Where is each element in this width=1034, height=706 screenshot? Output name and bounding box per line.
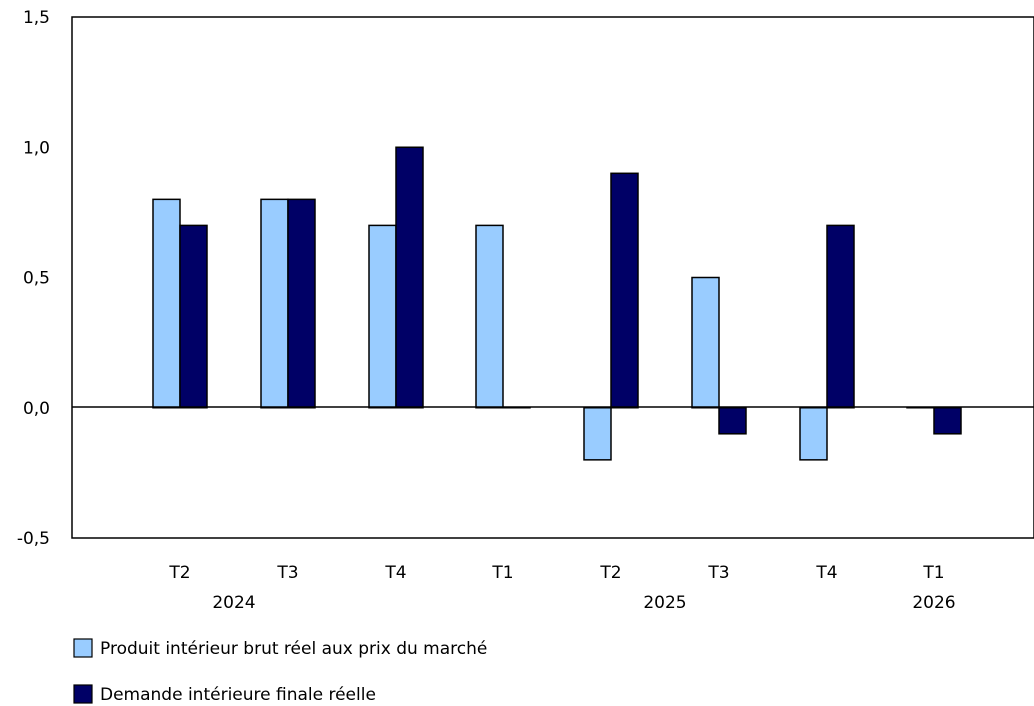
x-year-label: 2025 <box>643 593 686 613</box>
bar-s0-4 <box>583 407 612 461</box>
plot-frame <box>71 16 1034 539</box>
legend-swatch <box>73 684 93 704</box>
x-year-label: 2024 <box>212 593 255 613</box>
bar-s1-6 <box>826 224 855 409</box>
y-axis: 1,5 1,0 0,5 0,0 -0,5 <box>17 8 50 549</box>
bar-s1-2 <box>395 146 424 409</box>
bar-s1-5 <box>718 407 747 435</box>
bar-s1-1 <box>287 198 316 409</box>
x-tick-label: T4 <box>815 563 837 583</box>
bar-s0-1 <box>260 198 289 409</box>
x-tick-label: T3 <box>707 563 729 583</box>
bar-s1-7 <box>933 407 962 435</box>
bar-s0-2 <box>368 224 397 409</box>
legend: Produit intérieur brut réel aux prix du … <box>73 638 487 705</box>
bar-s0-5 <box>691 276 720 409</box>
bar-s0-0 <box>152 198 181 409</box>
x-tick-label: T2 <box>168 563 190 583</box>
y-tick-label: 1,0 <box>23 138 50 158</box>
x-tick-label: T1 <box>491 563 513 583</box>
legend-swatch <box>73 638 93 658</box>
legend-label: Demande intérieure finale réelle <box>100 685 376 705</box>
x-tick-label: T4 <box>384 563 406 583</box>
x-tick-label: T3 <box>276 563 298 583</box>
bar-s1-0 <box>179 224 208 409</box>
y-tick-label: 0,0 <box>23 399 50 419</box>
bar-s1-4 <box>610 172 639 409</box>
x-tick-label: T1 <box>922 563 944 583</box>
y-tick-label: 1,5 <box>23 8 50 28</box>
y-tick-label: 0,5 <box>23 269 50 289</box>
legend-label: Produit intérieur brut réel aux prix du … <box>100 639 487 659</box>
x-axis: T2 T3 T4 T1 T2 T3 T4 T1 2024 2025 2026 <box>168 563 955 613</box>
bar-s0-6 <box>799 407 828 461</box>
x-tick-label: T2 <box>599 563 621 583</box>
bars <box>152 146 962 461</box>
bar-s0-3 <box>475 224 504 409</box>
y-tick-label: -0,5 <box>17 529 50 549</box>
x-year-label: 2026 <box>912 593 955 613</box>
